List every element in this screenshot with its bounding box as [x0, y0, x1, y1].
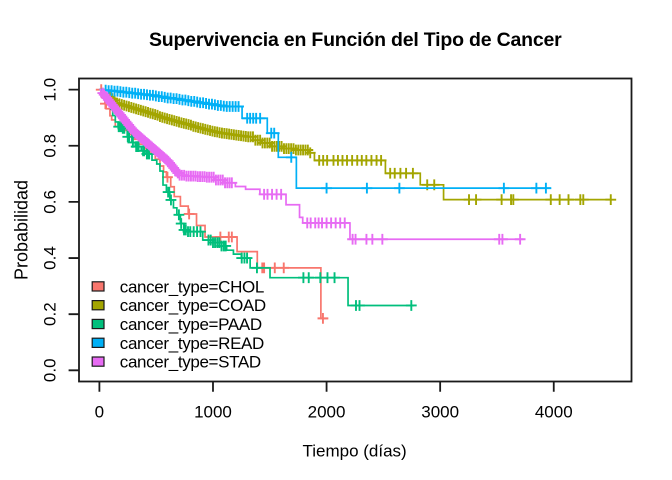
- svg-text:0.0: 0.0: [41, 358, 60, 382]
- svg-text:3000: 3000: [421, 403, 459, 422]
- svg-text:cancer_type=READ: cancer_type=READ: [120, 334, 264, 353]
- svg-text:Probabilidad: Probabilidad: [12, 180, 32, 280]
- svg-text:cancer_type=COAD: cancer_type=COAD: [120, 296, 266, 315]
- svg-text:cancer_type=STAD: cancer_type=STAD: [120, 353, 261, 372]
- svg-text:0: 0: [95, 403, 104, 422]
- svg-text:4000: 4000: [535, 403, 573, 422]
- svg-text:Supervivencia en Función del T: Supervivencia en Función del Tipo de Can…: [149, 29, 562, 51]
- svg-text:Tiempo (días): Tiempo (días): [302, 442, 406, 461]
- svg-text:2000: 2000: [308, 403, 346, 422]
- svg-text:0.4: 0.4: [41, 246, 60, 270]
- svg-text:0.8: 0.8: [41, 134, 60, 158]
- svg-text:cancer_type=CHOL: cancer_type=CHOL: [120, 277, 264, 296]
- svg-text:cancer_type=PAAD: cancer_type=PAAD: [120, 315, 262, 334]
- svg-text:0.2: 0.2: [41, 302, 60, 326]
- svg-text:1000: 1000: [194, 403, 232, 422]
- svg-text:1.0: 1.0: [41, 78, 60, 102]
- svg-text:0.6: 0.6: [41, 190, 60, 214]
